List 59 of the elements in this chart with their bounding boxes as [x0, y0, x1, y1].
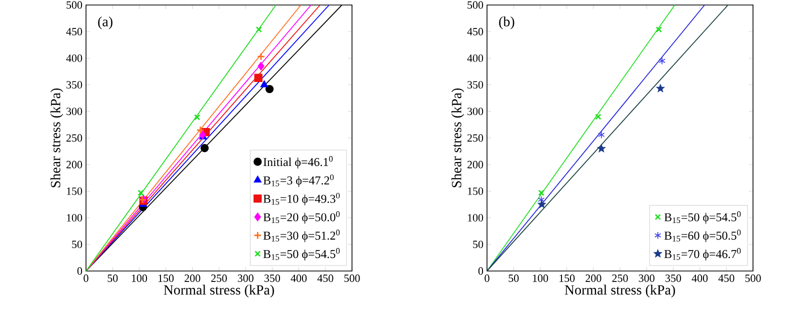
- y-tick-label: 100: [66, 214, 82, 222]
- legend-label: B$_{15}$=30 ϕ=51.2$^{0}$: [263, 230, 340, 242]
- x-tick-label: 250: [211, 274, 227, 282]
- y-tick-label: 250: [467, 134, 484, 142]
- x-tick-label: 400: [692, 274, 708, 282]
- legend-label: B$_{15}$=50 ϕ=54.5$^{0}$: [263, 248, 340, 261]
- y-axis-title: Shear stress (kPa): [451, 88, 464, 188]
- y-tick-label: 200: [467, 160, 484, 168]
- x-tick-label: 150: [560, 274, 575, 282]
- x-tick-label: 400: [290, 274, 307, 282]
- y-tick-label: 50: [473, 240, 484, 248]
- x-axis-title: Normal stress (kPa): [164, 284, 274, 298]
- x-tick-label: 0: [84, 274, 88, 282]
- y-tick-label: 300: [468, 108, 484, 116]
- y-tick-label: 450: [66, 28, 82, 36]
- x-tick-label: 150: [158, 274, 174, 282]
- y-tick-label: 0: [77, 267, 82, 275]
- x-tick-label: 450: [317, 274, 334, 282]
- x-tick-label: 200: [586, 274, 602, 282]
- y-tick-label: 350: [66, 81, 82, 89]
- annotation: (b): [499, 16, 514, 30]
- x-tick-label: 200: [184, 274, 200, 282]
- x-tick-label: 500: [745, 274, 761, 282]
- legend-label: B$_{15}$=50 ϕ=54.5$^{0}$: [664, 211, 741, 224]
- legend-label: B$_{15}$=20 ϕ=50.0$^{0}$: [263, 211, 340, 224]
- y-tick-label: 0: [478, 267, 484, 275]
- x-tick-label: 50: [108, 274, 118, 282]
- legend-label: B$_{15}$=60 ϕ=50.5$^{0}$: [664, 230, 741, 242]
- legend-label: B$_{15}$=10 ϕ=49.3$^{0}$: [263, 192, 340, 206]
- x-tick-label: 500: [344, 274, 360, 282]
- annotation: (a): [98, 16, 112, 30]
- y-tick-label: 300: [66, 108, 82, 116]
- y-axis-title: Shear stress (kPa): [50, 88, 64, 188]
- y-tick-label: 350: [468, 81, 484, 89]
- y-tick-label: 250: [66, 134, 82, 142]
- y-tick-label: 100: [468, 214, 484, 222]
- y-tick-label: 500: [468, 1, 484, 9]
- x-tick-label: 450: [718, 274, 734, 282]
- legend-label: B$_{15}$=3 ϕ=47.2$^{0}$: [263, 174, 334, 187]
- x-tick-label: 250: [612, 274, 628, 282]
- x-tick-label: 100: [532, 274, 548, 282]
- y-tick-label: 50: [72, 240, 82, 248]
- x-tick-label: 50: [508, 274, 519, 282]
- x-tick-label: 300: [638, 274, 654, 282]
- y-tick-label: 150: [66, 187, 82, 195]
- y-tick-label: 400: [467, 54, 484, 62]
- y-tick-label: 150: [468, 187, 484, 195]
- legend-label: B$_{15}$=70 ϕ=46.7$^{0}$: [664, 248, 741, 261]
- x-tick-label: 300: [238, 274, 254, 282]
- y-tick-label: 450: [467, 28, 484, 36]
- y-tick-label: 200: [66, 160, 82, 168]
- x-tick-label: 100: [132, 274, 148, 282]
- x-axis-title: Normal stress (kPa): [564, 284, 675, 298]
- y-tick-label: 400: [66, 54, 82, 62]
- x-tick-label: 0: [484, 274, 490, 282]
- x-tick-label: 350: [665, 274, 682, 282]
- x-tick-label: 350: [264, 274, 280, 282]
- y-tick-label: 500: [66, 1, 82, 9]
- legend-label: Initial ϕ=46.1$^{0}$: [263, 156, 333, 169]
